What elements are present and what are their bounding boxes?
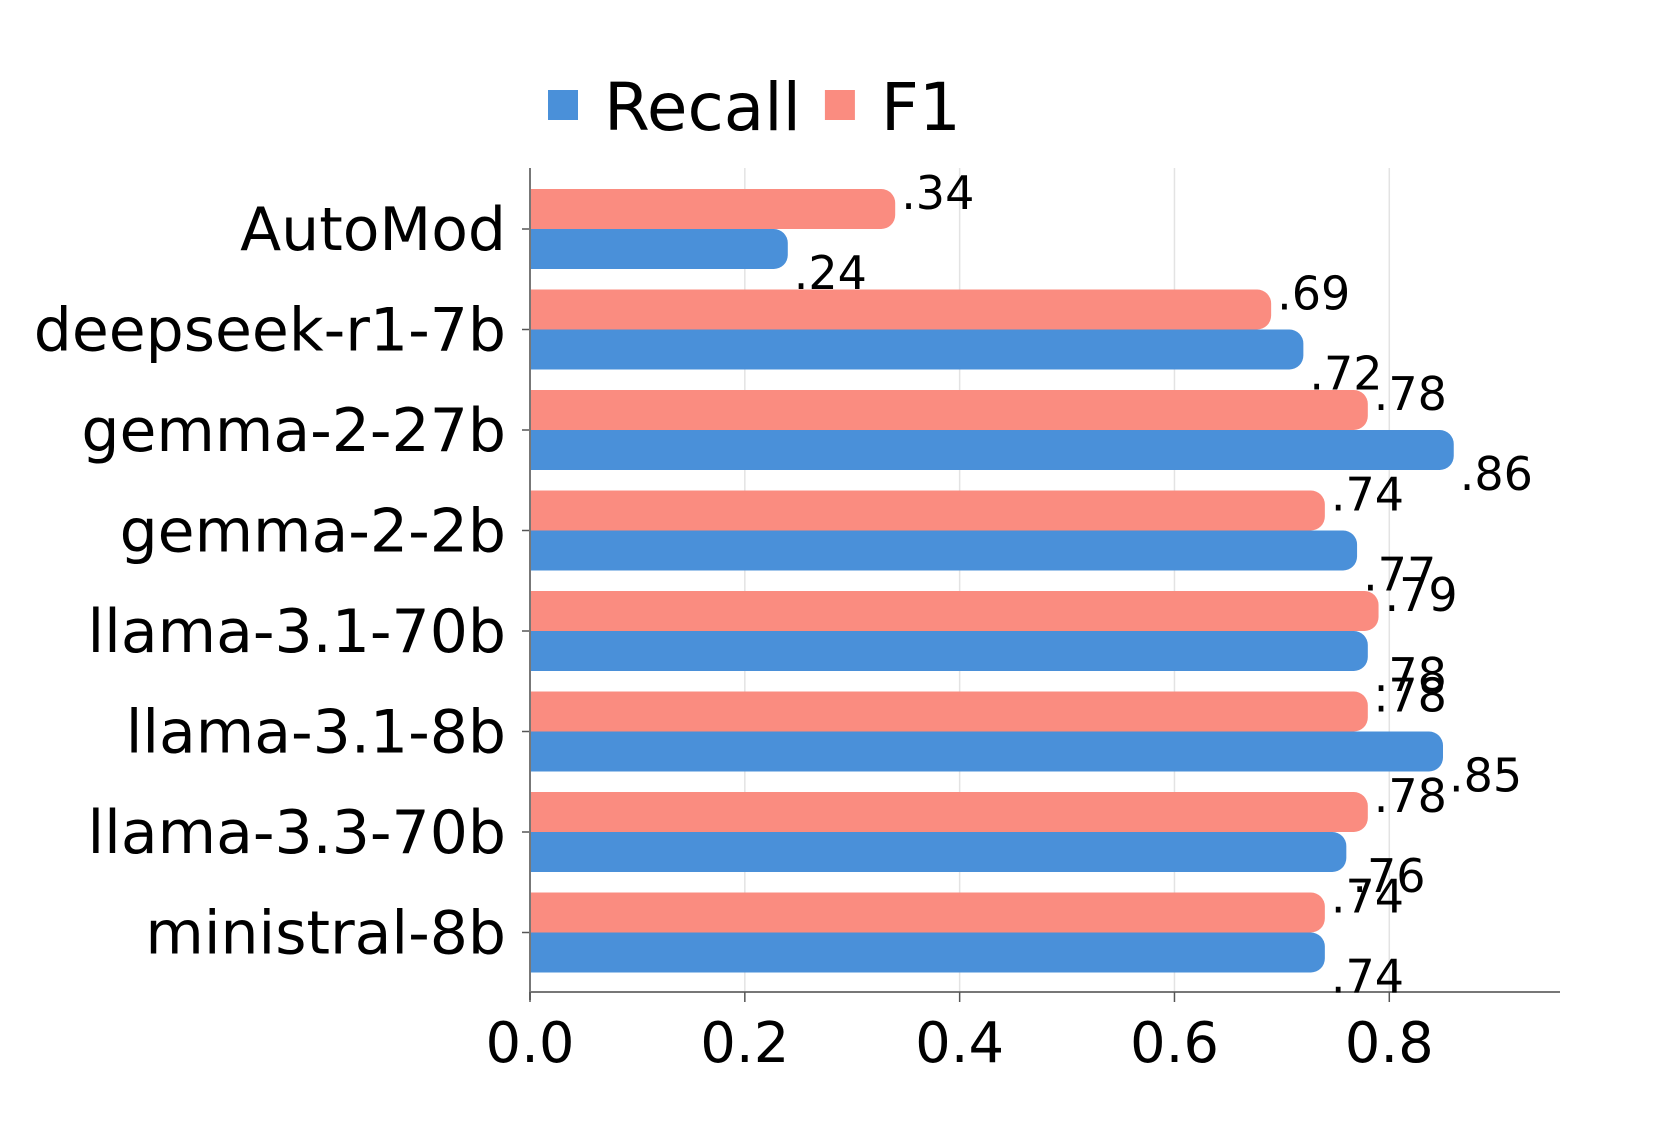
data-label-f1: .78	[1374, 669, 1447, 723]
bar-f1	[530, 289, 1272, 330]
bar-recall-base	[530, 329, 550, 370]
data-label-f1: .74	[1331, 870, 1404, 924]
bar-recall	[530, 229, 788, 269]
bar-recall-base	[530, 229, 550, 269]
bar-recall	[530, 932, 1325, 973]
data-label-recall: .85	[1449, 749, 1522, 803]
bar-f1	[530, 892, 1325, 933]
bar-f1	[530, 792, 1368, 832]
category-label: llama-3.3-70b	[88, 798, 506, 868]
bar-f1	[530, 691, 1368, 732]
axis-layer	[522, 168, 1560, 1002]
data-label-f1: .78	[1374, 367, 1447, 421]
data-label-f1: .78	[1374, 769, 1447, 823]
data-label-f1: .69	[1277, 267, 1350, 321]
bar-f1	[530, 390, 1368, 430]
bar-recall	[530, 832, 1347, 872]
data-label-recall: .74	[1331, 950, 1404, 1004]
legend-label-f1: F1	[881, 69, 961, 146]
bar-f1	[530, 591, 1379, 631]
legend-label-recall: Recall	[604, 69, 801, 146]
category-label: gemma-2-27b	[81, 396, 506, 466]
bar-f1-base	[530, 792, 550, 832]
bar-f1-base	[530, 892, 550, 933]
data-label-recall: .78	[1374, 648, 1447, 702]
category-label: llama-3.1-70b	[88, 597, 506, 667]
bar-recall	[530, 731, 1443, 772]
category-label: AutoMod	[240, 195, 506, 265]
label-layer: .34.24AutoMod.69.72deepseek-r1-7b.78.86g…	[34, 166, 1533, 1076]
bar-f1-base	[530, 591, 550, 631]
x-tick-label: 0.4	[915, 1011, 1004, 1076]
category-label: llama-3.1-8b	[126, 698, 506, 768]
bar-f1-base	[530, 490, 550, 531]
bar-f1-base	[530, 289, 550, 330]
legend-swatch-recall	[548, 90, 578, 120]
bar-f1-base	[530, 189, 550, 229]
bar-recall-base	[530, 430, 550, 470]
category-label: ministral-8b	[145, 899, 506, 969]
bar-f1	[530, 189, 896, 229]
bar-recall-base	[530, 832, 550, 872]
legend: Recall F1	[548, 69, 961, 146]
data-label-f1: .34	[901, 166, 974, 220]
data-label-f1: .79	[1385, 568, 1458, 622]
legend-swatch-f1	[824, 90, 855, 120]
bar-recall-base	[530, 631, 550, 671]
bar-recall-base	[530, 932, 550, 973]
x-tick-label: 0.6	[1130, 1011, 1219, 1076]
data-label-recall: .86	[1460, 447, 1533, 501]
x-tick-label: 0.8	[1345, 1011, 1434, 1076]
category-label: deepseek-r1-7b	[34, 296, 506, 366]
bar-f1-base	[530, 691, 550, 732]
x-tick-label: 0.0	[485, 1011, 574, 1076]
category-label: gemma-2-2b	[120, 497, 506, 567]
bar-f1	[530, 490, 1325, 531]
data-label-recall: .72	[1309, 347, 1382, 401]
data-label-recall: .24	[794, 246, 867, 300]
bar-recall	[530, 631, 1368, 671]
data-label-f1: .74	[1331, 468, 1404, 522]
bar-recall-base	[530, 530, 550, 571]
x-tick-label: 0.2	[700, 1011, 789, 1076]
bar-layer	[530, 189, 1454, 973]
bar-recall	[530, 530, 1358, 571]
bar-recall	[530, 430, 1454, 470]
bar-recall-base	[530, 731, 550, 772]
bar-recall	[530, 329, 1304, 370]
bar-f1-base	[530, 390, 550, 430]
data-label-recall: .77	[1363, 548, 1436, 602]
data-label-recall: .76	[1352, 849, 1425, 903]
